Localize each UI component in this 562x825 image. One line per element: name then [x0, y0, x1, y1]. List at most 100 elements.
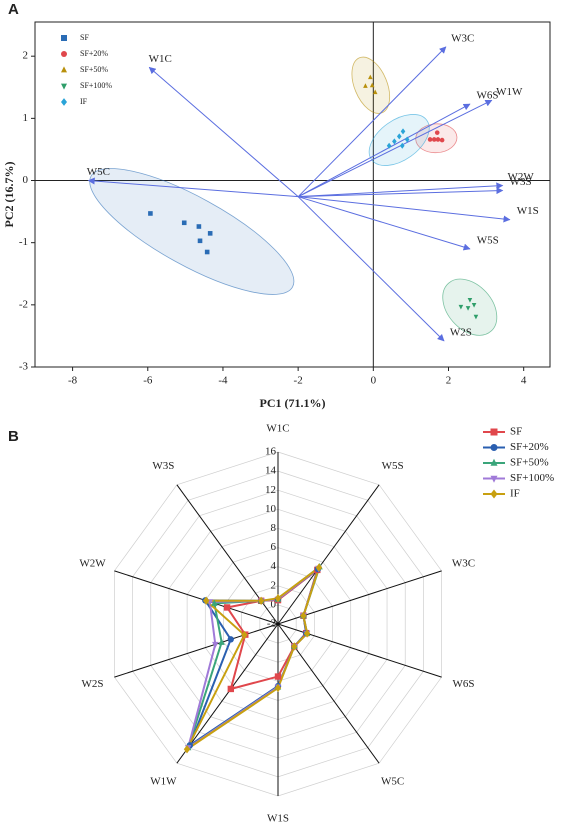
x-tick-label: 0: [371, 375, 377, 387]
loading-label: W3C: [451, 32, 474, 44]
x-tick-label: -8: [68, 375, 78, 387]
x-tick-label: -6: [143, 375, 153, 387]
loading-label: W3S: [510, 176, 532, 188]
y-tick-label: -1: [19, 236, 28, 248]
loading-label: W1S: [517, 205, 539, 217]
loading-label: W1W: [496, 86, 523, 98]
marker: [274, 594, 282, 603]
marker: [427, 137, 433, 142]
loading-arrow: [297, 46, 447, 198]
category-label: W5C: [381, 775, 404, 787]
loading-arrow: [87, 177, 299, 198]
plot-frame: [34, 21, 551, 368]
marker: [372, 89, 378, 95]
y-tick-label: 1: [23, 112, 29, 124]
marker: [404, 136, 410, 143]
r-tick-label: 4: [271, 560, 277, 572]
marker: [223, 604, 231, 611]
loading-label: W5S: [477, 234, 499, 246]
marker: [363, 83, 368, 88]
marker: [241, 630, 248, 640]
marker: [396, 133, 402, 140]
loading-arrow: [298, 187, 504, 198]
x-tick-label: 4: [521, 375, 527, 387]
loading-arrow: [297, 196, 471, 251]
panel-label: A: [8, 1, 19, 18]
y-tick-label: -2: [19, 298, 28, 310]
loading-arrow: [298, 196, 511, 223]
marker: [399, 142, 405, 149]
marker: [61, 51, 67, 57]
category-label: W1S: [267, 813, 289, 825]
marker: [490, 475, 498, 483]
marker: [431, 137, 437, 142]
r-tick-label: 0: [271, 598, 277, 610]
spoke: [277, 484, 380, 625]
x-tick-label: -4: [218, 375, 228, 387]
category-label: W6S: [452, 678, 474, 690]
spoke: [114, 570, 279, 625]
loading-label: W5C: [87, 166, 110, 178]
x-tick-label: 2: [446, 375, 452, 387]
legend-label: IF: [80, 97, 88, 106]
marker: [490, 489, 498, 499]
legend-label: SF: [80, 33, 89, 42]
legend-label: SF+50%: [80, 65, 108, 74]
category-label: W3C: [452, 557, 475, 569]
marker: [211, 599, 218, 606]
marker: [315, 563, 323, 572]
r-tick-label: -2: [267, 618, 276, 630]
category-label: W2S: [82, 678, 104, 690]
marker: [467, 298, 473, 303]
r-tick-label: 16: [265, 446, 277, 458]
loading-label: W2S: [450, 326, 472, 338]
marker: [257, 596, 265, 605]
marker: [61, 83, 67, 90]
r-tick-label: 14: [265, 465, 277, 477]
marker: [458, 304, 464, 310]
loading-label: W6S: [476, 90, 498, 102]
marker: [61, 35, 67, 41]
category-label: W2W: [79, 557, 106, 569]
category-label: W3S: [152, 460, 174, 472]
marker: [227, 685, 235, 693]
marker: [218, 638, 225, 645]
marker: [465, 306, 471, 311]
legend-label: IF: [510, 488, 520, 500]
marker: [439, 137, 445, 143]
marker: [369, 82, 375, 88]
legend-label: SF+20%: [510, 441, 549, 453]
loading-arrow: [298, 182, 504, 198]
r-tick-label: 6: [271, 541, 277, 553]
marker: [400, 128, 406, 135]
marker: [207, 231, 213, 236]
category-label: W1C: [266, 423, 289, 435]
marker: [434, 130, 440, 135]
loading-label: W1C: [149, 53, 172, 65]
marker: [203, 596, 210, 605]
r-tick-label: 2: [271, 579, 277, 591]
marker: [490, 458, 498, 466]
category-label: W1W: [150, 775, 177, 787]
marker: [204, 249, 210, 255]
spoke: [114, 623, 279, 678]
y-axis-title: PC2 (16.7%): [2, 162, 16, 228]
loading-label: W2W: [507, 171, 534, 183]
x-axis-title: PC1 (71.1%): [260, 396, 326, 410]
marker: [386, 142, 392, 149]
category-label: W5S: [382, 460, 404, 472]
marker: [197, 238, 203, 244]
spoke: [277, 623, 442, 678]
loading-arrow: [297, 103, 471, 198]
marker: [227, 636, 234, 643]
r-tick-label: 12: [265, 484, 276, 496]
spoke: [176, 623, 279, 764]
marker: [183, 745, 191, 754]
y-tick-label: 0: [23, 174, 29, 186]
legend-label: SF+100%: [80, 81, 112, 90]
marker: [291, 642, 298, 651]
marker: [196, 224, 202, 229]
marker: [212, 641, 219, 649]
confidence-ellipse: [351, 56, 391, 114]
marker: [303, 629, 311, 638]
